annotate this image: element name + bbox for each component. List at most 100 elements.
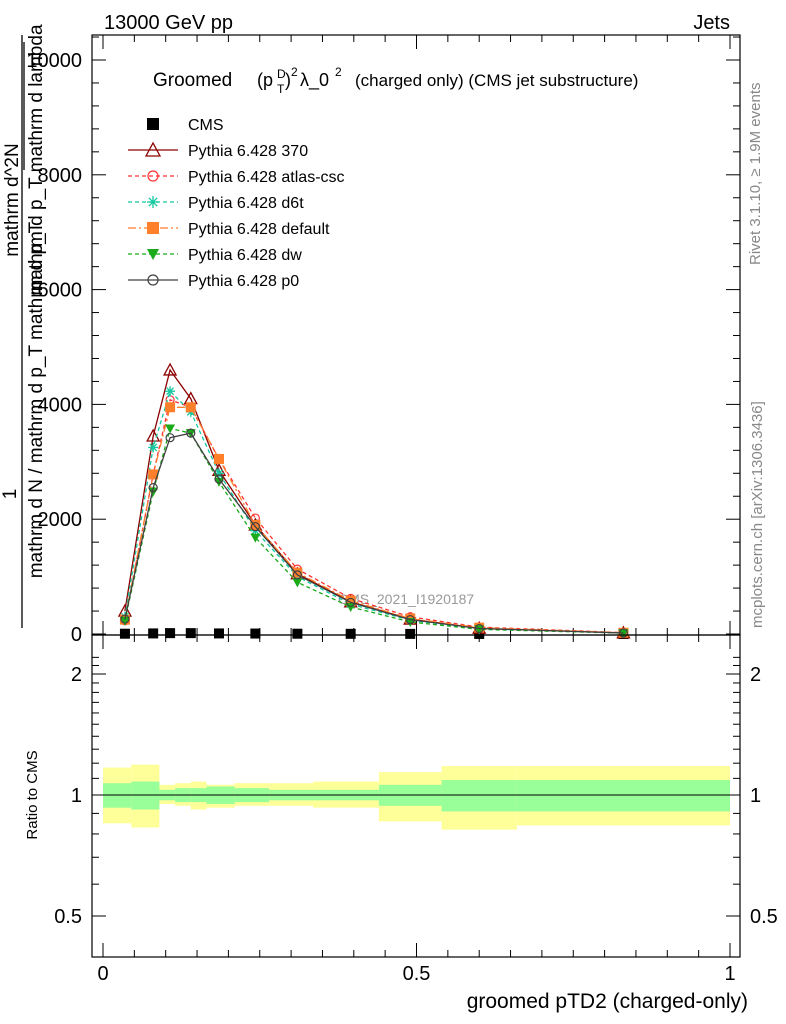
legend-entry: Pythia 6.428 dw [128,247,302,264]
main-y-axis-label: 1 mathrm d N / mathrm d p_T mathrm d p_T… [0,24,47,628]
plot-title: Groomed (p D T ) 2 λ_0 2 (charged only) … [153,65,638,96]
svg-text:(p: (p [257,70,273,90]
legend-label: Pythia 6.428 dw [188,247,302,264]
circle-marker [120,614,130,624]
y-tick-label: 6000 [38,280,83,302]
ratio-plot: 0.5 0.5 1 1 2 2 0 0.5 1 Ratio to CMS groomed pT… [24,634,778,1013]
square-marker [119,628,130,639]
square-marker [213,628,224,639]
legend-label: Pythia 6.428 d6t [188,195,304,212]
y-tick-label: 4000 [38,394,83,416]
triangle-down-marker [147,249,159,260]
legend-label: Pythia 6.428 p0 [188,273,299,290]
circle-marker [165,433,175,443]
square-marker [213,453,224,464]
circle-marker [474,623,484,634]
inner-band-bin [131,781,160,810]
ratio-bands [103,764,730,830]
triangle-down-marker [250,533,261,543]
svg-text:2: 2 [291,65,298,79]
ylabel-denominator: mathrm d N / mathrm d p_T mathrm d p_T [26,221,47,578]
ratio-tick-label: 1 [71,785,82,807]
svg-text:T: T [277,82,285,96]
square-marker [292,567,303,578]
y-tick-label: 8000 [38,165,83,187]
ylabel-inner-denominator: mathrm d p_T mathrm d lambda [26,24,47,295]
square-marker [405,628,416,639]
circle-marker [147,170,159,182]
legend: CMS Pythia 6.428 370 Pythia 6.428 atlas-cs… [128,117,345,290]
legend-entry: Pythia 6.428 default [128,221,330,238]
triangle-down-marker [119,616,130,626]
title-prefix: Groomed [153,70,232,91]
series-6 [120,428,629,638]
y-tick-label: 2000 [38,509,83,531]
star-marker [148,442,159,453]
triangle-marker [144,141,162,157]
square-marker [148,469,159,480]
circle-marker [346,597,356,608]
title-formula: (p D T ) 2 λ_0 2 [257,65,342,96]
circle-marker [618,628,629,638]
x-tick-label: 0.5 [403,963,431,985]
series-line [124,432,624,634]
legend-entry: Pythia 6.428 atlas-csc [128,169,345,186]
circle-marker [148,483,158,493]
star-marker [147,196,159,208]
square-marker [250,628,261,639]
square-marker [147,118,159,130]
ratio-y-tick-labels: 0.5 0.5 1 1 2 2 [54,664,778,928]
square-marker [250,519,261,530]
circle-marker [186,428,196,438]
ratio-tick-label-right: 1 [750,785,761,807]
circle-marker [250,522,260,532]
star-marker [213,468,224,479]
square-marker [345,595,356,606]
square-marker [185,628,196,639]
main-plot: 0 2000 4000 6000 8000 10000 Groomed (p D T ) … [0,24,741,646]
square-marker [292,628,303,639]
square-marker [185,402,196,413]
ratio-axis-ticks [92,635,740,957]
inner-band-bin [441,779,517,812]
ratio-tick-label: 2 [71,664,82,686]
square-marker [148,628,159,639]
circle-marker [292,570,302,580]
x-axis-label: groomed pTD2 (charged-only) [467,990,748,1013]
mcplots-label: mcplots.cern.ch [arXiv:1306.3436] [749,401,766,628]
svg-text:λ_0: λ_0 [300,70,329,91]
circle-marker [214,474,224,484]
triangle-down-marker [213,477,224,487]
ylabel-numerator: 1 [0,489,21,500]
title-text: (charged only) (CMS jet substructure) [355,71,638,90]
svg-text:2: 2 [335,65,342,79]
triangle-down-marker [618,629,629,639]
square-marker [165,628,176,639]
legend-label: CMS [188,117,224,134]
main-y-tick-labels: 0 2000 4000 6000 8000 10000 [26,50,82,646]
triangle-marker [162,362,178,376]
ratio-tick-label: 0.5 [54,906,82,928]
rivet-label: Rivet 3.1.10, ≥ 1.9M events [747,83,764,266]
x-tick-label: 1 [724,963,735,985]
series-line [124,427,624,634]
x-tick-labels: 0 0.5 1 [97,963,735,985]
triangle-down-marker [165,424,176,434]
star-marker [165,386,176,397]
ratio-tick-label-right: 2 [750,664,761,686]
circle-marker [147,274,159,286]
y-tick-label: 10000 [26,50,82,72]
legend-entry: CMS [147,117,224,134]
legend-entry: Pythia 6.428 d6t [128,195,304,212]
svg-text:): ) [285,70,291,90]
ratio-y-axis-label: Ratio to CMS [24,750,41,839]
legend-label: Pythia 6.428 default [188,221,330,238]
triangle-down-marker [292,578,303,588]
x-tick-label: 0 [97,963,108,985]
series-layer [117,362,631,639]
legend-label: Pythia 6.428 370 [188,143,308,160]
header-right: Jets [693,12,730,34]
ylabel-inner-numerator: mathrm d^2N [2,143,23,256]
circle-marker [405,615,415,625]
